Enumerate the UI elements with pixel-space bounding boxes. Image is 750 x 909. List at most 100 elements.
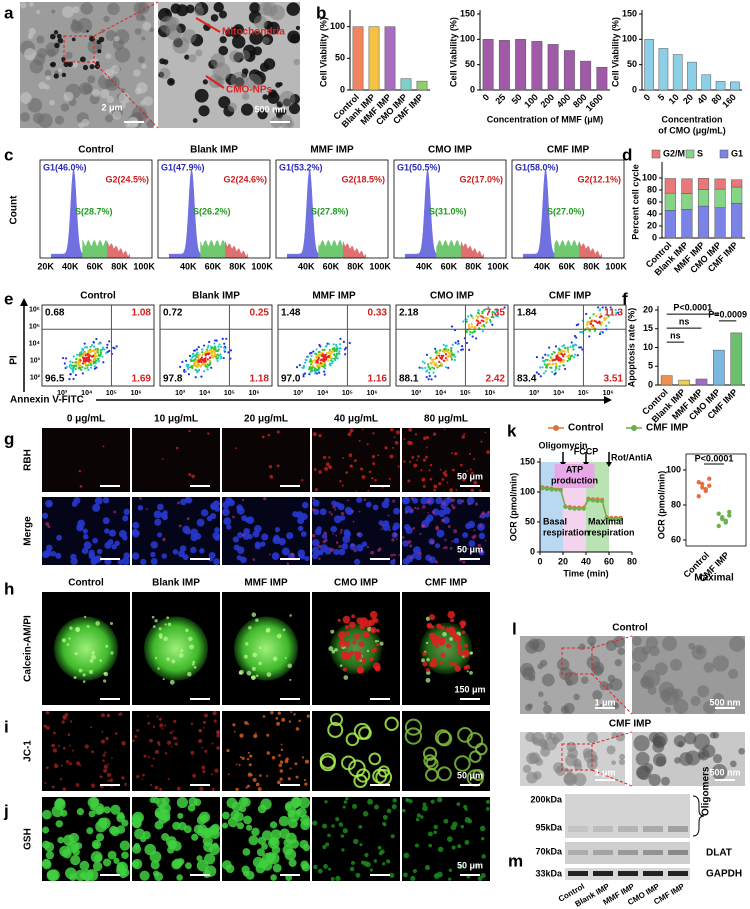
texture-spot — [438, 482, 442, 486]
column-header: 0 μg/mL — [67, 414, 105, 425]
texture-spot — [450, 618, 455, 623]
plot-frame — [395, 304, 509, 387]
event-dot — [553, 351, 556, 354]
panel-letter: f — [622, 289, 628, 308]
histogram-area — [342, 241, 366, 259]
texture-spot — [481, 511, 486, 516]
texture-spot — [632, 636, 642, 646]
texture-spot — [300, 820, 310, 831]
texture-spot — [466, 547, 470, 550]
texture-spot — [65, 760, 70, 764]
gate-label: G1(46.0%) — [43, 162, 87, 172]
texture-spot — [178, 524, 182, 528]
legend-swatch — [685, 149, 695, 159]
texture-spot — [161, 458, 164, 460]
texture-spot — [37, 113, 53, 128]
bar-segment — [681, 178, 693, 194]
panel-letter: k — [507, 421, 517, 440]
event-dot — [548, 362, 551, 365]
event-dot — [215, 339, 218, 342]
texture-spot — [449, 637, 453, 641]
event-dot — [332, 349, 336, 352]
texture-spot — [241, 756, 245, 760]
event-dot — [480, 319, 483, 322]
texture-spot — [428, 632, 436, 640]
texture-spot — [248, 625, 252, 630]
event-dot — [95, 337, 98, 341]
texture-spot — [214, 527, 220, 533]
y-tick-label: 60 — [671, 534, 681, 544]
texture-spot — [249, 754, 253, 758]
gate-label: G1(50.5%) — [397, 162, 441, 172]
texture-spot — [673, 698, 689, 714]
texture-spot — [334, 508, 337, 511]
bar-segment — [714, 207, 726, 239]
texture-spot — [157, 503, 164, 511]
event-dot — [577, 323, 580, 326]
marker-label: 70kDa — [535, 846, 563, 856]
x-tick-label: 100K — [605, 261, 627, 271]
texture-spot — [132, 552, 140, 560]
texture-spot — [204, 865, 217, 877]
texture-spot — [432, 510, 436, 514]
texture-spot — [196, 855, 203, 862]
texture-spot — [451, 452, 453, 455]
texture-spot — [139, 870, 150, 881]
event-dot — [305, 359, 308, 362]
texture-spot — [403, 460, 406, 463]
texture-spot — [99, 775, 103, 779]
texture-spot — [312, 820, 318, 826]
texture-spot — [364, 852, 369, 858]
event-dot — [303, 372, 307, 375]
texture-spot — [452, 468, 455, 472]
texture-spot — [466, 670, 469, 673]
event-dot — [184, 359, 188, 362]
event-dot — [83, 342, 86, 345]
event-dot — [208, 340, 211, 344]
texture-spot — [88, 810, 96, 818]
x-tick-label: 40 — [695, 92, 709, 106]
texture-spot — [392, 446, 394, 449]
texture-spot — [20, 92, 32, 104]
significance-label: P=0.0009 — [708, 309, 747, 319]
texture-spot — [366, 649, 370, 653]
texture-spot — [68, 64, 72, 67]
event-dot — [325, 351, 329, 355]
texture-spot — [409, 556, 413, 560]
texture-spot — [395, 538, 398, 541]
scale-label: 50 μm — [457, 471, 483, 481]
y-axis-label: OCR (pmol/min) — [508, 473, 518, 542]
event-dot — [219, 353, 222, 356]
event-dot — [444, 366, 448, 369]
texture-spot — [284, 656, 287, 660]
event-dot — [432, 371, 435, 374]
texture-spot — [239, 669, 244, 675]
texture-spot — [248, 763, 252, 767]
event-dot — [335, 343, 338, 346]
event-dot — [432, 360, 435, 363]
texture-spot — [82, 869, 94, 881]
event-dot — [184, 370, 187, 373]
event-dot — [558, 365, 561, 368]
texture-spot — [293, 58, 300, 66]
texture-spot — [333, 548, 340, 556]
event-dot — [439, 356, 442, 360]
event-dot — [203, 358, 206, 361]
event-dot — [593, 326, 596, 329]
texture-spot — [226, 524, 232, 530]
event-dot — [487, 306, 490, 309]
band — [668, 850, 688, 855]
texture-spot — [104, 528, 110, 534]
texture-spot — [235, 787, 239, 791]
event-dot — [450, 346, 453, 350]
texture-spot — [65, 867, 77, 880]
texture-spot — [378, 520, 384, 526]
x-tick-label: 10³ — [411, 390, 422, 397]
texture-spot — [155, 656, 158, 660]
panel-letter: l — [512, 619, 517, 638]
gate-label: G2(12.1%) — [577, 174, 621, 184]
texture-spot — [147, 756, 150, 759]
texture-spot — [140, 558, 147, 565]
texture-spot — [163, 636, 168, 642]
texture-spot — [122, 535, 128, 541]
